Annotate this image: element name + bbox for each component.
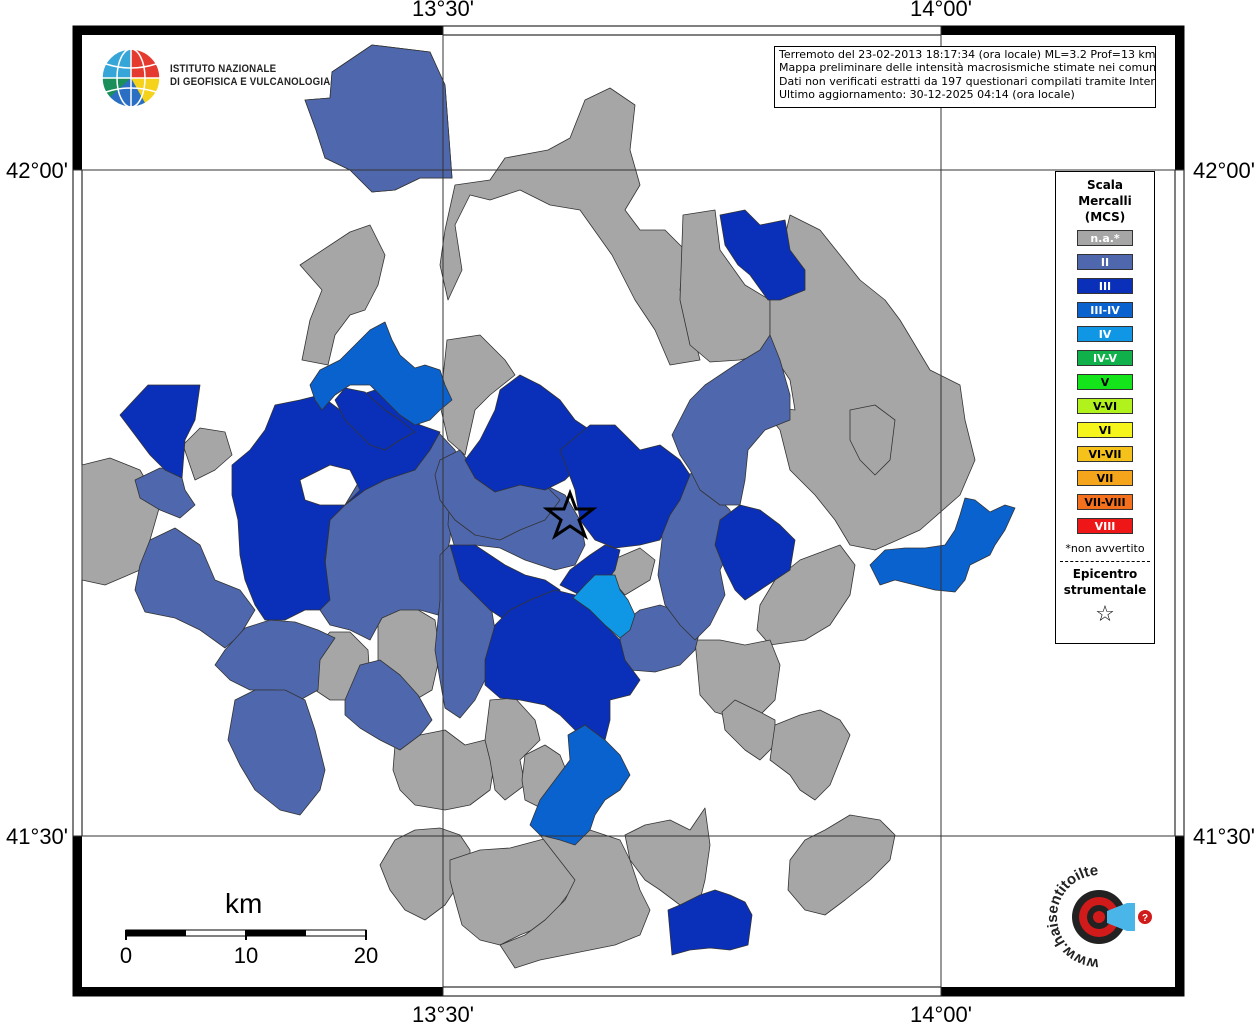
legend-item-v: V	[1077, 374, 1133, 390]
legend-title-line: Scala	[1086, 178, 1124, 192]
municipality-area	[769, 709, 851, 801]
municipality-area	[694, 639, 781, 721]
legend-item-vii: VII	[1077, 470, 1133, 486]
legend-item-v-vi: V-VI	[1077, 398, 1133, 414]
event-info-line: Ultimo aggiornamento: 30-12-2025 04:14 (…	[779, 88, 1075, 102]
legend-divider	[1060, 561, 1150, 562]
graticule	[73, 26, 1184, 996]
legend-item-viii: VIII	[1077, 518, 1133, 534]
ingv-name: ISTITUTO NAZIONALE DI GEOFISICA E VULCAN…	[170, 63, 330, 89]
municipality-area	[304, 44, 453, 193]
event-info-line: Dati non verificati estratti da 197 ques…	[779, 74, 1156, 88]
municipality-area	[392, 729, 496, 811]
municipalities-intensity-III-IV	[309, 321, 1016, 846]
haisentito-logo-graphic: ? www.haisentitoilterremoto.it	[1024, 862, 1152, 988]
municipality-area	[572, 574, 636, 639]
lon-label-bottom-left: 13°30'	[412, 1002, 474, 1024]
municipality-area	[869, 497, 1016, 593]
scale-bar: km 0 10 20	[120, 888, 390, 968]
epicenter-star	[542, 488, 598, 540]
municipality-area	[721, 699, 776, 761]
lon-label-top-left: 13°30'	[412, 0, 474, 21]
legend-items: n.a.* II III III-IV IV IV-V V V-VI VI VI-VII VII VI…	[1056, 230, 1154, 534]
municipality-area	[309, 321, 453, 426]
legend-item-vii-viii: VII-VIII	[1077, 494, 1133, 510]
municipality-area	[756, 544, 856, 646]
legend-item-iii: III	[1077, 278, 1133, 294]
event-info-line: Mappa preliminare delle intensità macros…	[779, 61, 1156, 75]
svg-text:?: ?	[1142, 913, 1148, 924]
legend-item-ii: II	[1077, 254, 1133, 270]
legend-epicenter-star-icon: ☆	[1095, 602, 1115, 627]
legend-epicenter-label: Epicentro strumentale	[1056, 566, 1154, 598]
mercalli-legend: Scala Mercalli (MCS) n.a.* II III III-IV IV I…	[1055, 171, 1155, 644]
scale-tick-label: 20	[353, 943, 379, 968]
municipality-polygons	[81, 44, 1016, 969]
legend-epicenter-line: strumentale	[1063, 583, 1147, 597]
scale-tick-label: 10	[233, 943, 259, 968]
lat-label-right-top: 42°00'	[1193, 158, 1255, 183]
municipality-area	[439, 334, 516, 456]
scale-bar-graphic	[125, 929, 367, 940]
municipality-area	[334, 387, 416, 451]
event-info-line: Terremoto del 23-02-2013 18:17:34 (ora l…	[779, 48, 1156, 61]
ingv-name-line2: DI GEOFISICA E VULCANOLOGIA	[170, 76, 331, 88]
municipality-area	[439, 87, 701, 366]
municipalities-intensity-II	[134, 44, 791, 816]
legend-item-vi-vii: VI-VII	[1077, 446, 1133, 462]
municipality-area	[119, 384, 201, 479]
lat-label-left-bottom: 41°30'	[6, 824, 68, 849]
lat-label-right-bottom: 41°30'	[1193, 824, 1255, 849]
legend-item-vi: VI	[1077, 422, 1133, 438]
legend-item-iii-iv: III-IV	[1077, 302, 1133, 318]
municipality-area	[714, 504, 796, 601]
municipality-area	[464, 374, 591, 493]
scale-unit: km	[225, 888, 263, 919]
legend-title: Scala Mercalli (MCS)	[1056, 177, 1154, 225]
municipality-area	[529, 724, 631, 846]
legend-epicenter-line: Epicentro	[1072, 567, 1138, 581]
ingv-name-line1: ISTITUTO NAZIONALE	[170, 63, 277, 75]
legend-item-iv-v: IV-V	[1077, 350, 1133, 366]
municipality-area	[849, 404, 896, 476]
municipality-area	[671, 334, 791, 506]
municipality-area	[499, 829, 651, 969]
legend-title-line: (MCS)	[1084, 210, 1126, 224]
legend-item-iv: IV	[1077, 326, 1133, 342]
municipality-area	[134, 527, 256, 649]
municipalities-intensity-IV	[572, 574, 636, 639]
lon-label-bottom-right: 14°00'	[910, 1002, 972, 1024]
municipality-area	[182, 427, 233, 481]
haisentito-logo: ? www.haisentitoilterremoto.it	[1024, 855, 1165, 988]
legend-note: *non avvertito	[1065, 542, 1145, 555]
municipality-area	[299, 224, 386, 366]
legend-title-line: Mercalli	[1078, 194, 1132, 208]
legend-item-n-a-: n.a.*	[1077, 230, 1133, 246]
ingv-globe-icon	[101, 48, 161, 108]
lon-label-top-right: 14°00'	[910, 0, 972, 21]
municipality-area	[719, 209, 806, 301]
municipality-area	[227, 689, 326, 816]
municipality-area	[624, 807, 711, 906]
event-info-box: Terremoto del 23-02-2013 18:17:34 (ora l…	[774, 46, 1156, 108]
scale-tick-label: 0	[119, 943, 133, 968]
municipality-area	[434, 449, 561, 541]
municipality-area	[559, 424, 691, 549]
municipality-area	[484, 589, 641, 746]
ingv-logo: ISTITUTO NAZIONALE DI GEOFISICA E VULCAN…	[100, 47, 340, 111]
municipality-area	[344, 659, 433, 751]
municipality-area	[667, 889, 753, 956]
lat-label-left-top: 42°00'	[6, 158, 68, 183]
municipality-area	[787, 814, 896, 916]
